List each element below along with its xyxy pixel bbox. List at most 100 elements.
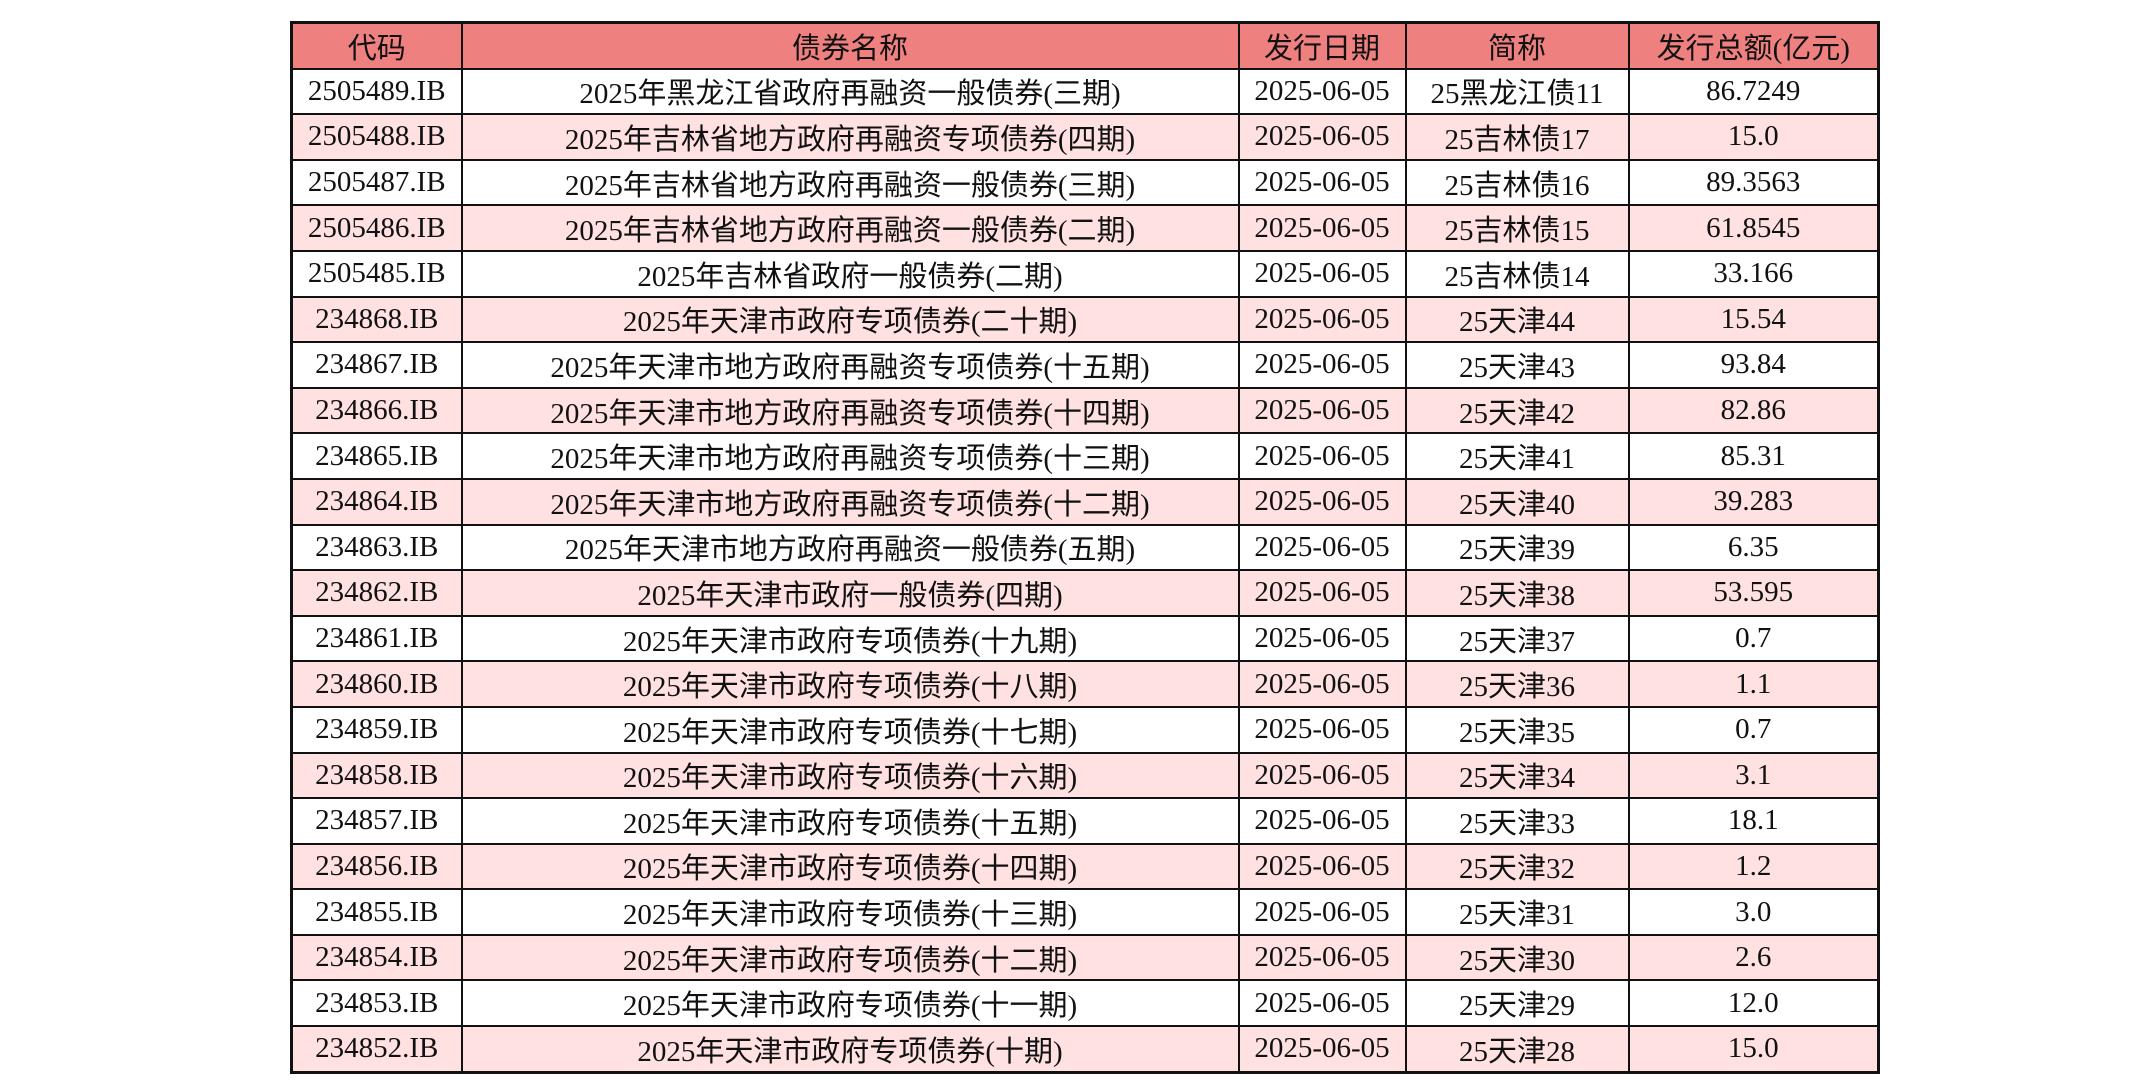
cell-issue-date: 2025-06-05 xyxy=(1237,523,1407,572)
table-row: 2505487.IB 2025年吉林省地方政府再融资一般债券(三期) 2025-06… xyxy=(290,158,1880,207)
header-row: 代码 债券名称 发行日期 简称 发行总额(亿元) xyxy=(290,21,1880,70)
cell-bond-name: 2025年天津市政府专项债券(十一期) xyxy=(460,979,1240,1028)
table-row: 234862.IB 2025年天津市政府一般债券(四期) 2025-06-05 25天… xyxy=(290,569,1880,617)
cell-issue-amount: 33.166 xyxy=(1627,249,1880,298)
cell-code: 234861.IB xyxy=(290,614,463,663)
cell-short-name: 25天津31 xyxy=(1404,888,1630,936)
cell-code: 234868.IB xyxy=(290,295,463,344)
cell-code: 234867.IB xyxy=(290,341,463,389)
cell-bond-name: 2025年吉林省地方政府再融资专项债券(四期) xyxy=(460,113,1240,161)
cell-short-name: 25天津28 xyxy=(1404,1025,1630,1074)
cell-issue-amount: 61.8545 xyxy=(1627,204,1880,252)
cell-code: 2505486.IB xyxy=(290,204,463,252)
cell-issue-date: 2025-06-05 xyxy=(1237,888,1407,936)
table-row: 234868.IB 2025年天津市政府专项债券(二十期) 2025-06-05 25… xyxy=(290,295,1880,344)
cell-issue-amount: 82.86 xyxy=(1627,386,1880,435)
cell-bond-name: 2025年天津市地方政府再融资专项债券(十二期) xyxy=(460,477,1240,526)
cell-issue-date: 2025-06-05 xyxy=(1237,158,1407,207)
cell-code: 234866.IB xyxy=(290,386,463,435)
cell-short-name: 25天津35 xyxy=(1404,705,1630,754)
table-row: 234857.IB 2025年天津市政府专项债券(十五期) 2025-06-05 25… xyxy=(290,797,1880,845)
table-row: 234859.IB 2025年天津市政府专项债券(十七期) 2025-06-05 25… xyxy=(290,705,1880,754)
cell-issue-date: 2025-06-05 xyxy=(1237,432,1407,480)
table-row: 234852.IB 2025年天津市政府专项债券(十期) 2025-06-05 25天… xyxy=(290,1025,1880,1074)
cell-bond-name: 2025年天津市政府专项债券(十期) xyxy=(460,1025,1240,1074)
cell-issue-amount: 53.595 xyxy=(1627,569,1880,617)
cell-issue-date: 2025-06-05 xyxy=(1237,751,1407,800)
cell-bond-name: 2025年天津市政府专项债券(十七期) xyxy=(460,705,1240,754)
cell-bond-name: 2025年天津市政府专项债券(十四期) xyxy=(460,842,1240,891)
cell-short-name: 25天津40 xyxy=(1404,477,1630,526)
cell-issue-date: 2025-06-05 xyxy=(1237,979,1407,1028)
cell-short-name: 25黑龙江债11 xyxy=(1404,67,1630,116)
cell-code: 234856.IB xyxy=(290,842,463,891)
cell-code: 234853.IB xyxy=(290,979,463,1028)
cell-code: 234858.IB xyxy=(290,751,463,800)
cell-issue-date: 2025-06-05 xyxy=(1237,660,1407,708)
cell-code: 2505485.IB xyxy=(290,249,463,298)
cell-issue-date: 2025-06-05 xyxy=(1237,933,1407,982)
cell-bond-name: 2025年吉林省地方政府再融资一般债券(二期) xyxy=(460,204,1240,252)
cell-bond-name: 2025年天津市政府专项债券(十五期) xyxy=(460,797,1240,845)
cell-issue-amount: 6.35 xyxy=(1627,523,1880,572)
cell-short-name: 25天津29 xyxy=(1404,979,1630,1028)
cell-short-name: 25吉林债17 xyxy=(1404,113,1630,161)
header-issue-date: 发行日期 xyxy=(1237,21,1407,70)
table-row: 234854.IB 2025年天津市政府专项债券(十二期) 2025-06-05 25… xyxy=(290,933,1880,982)
cell-issue-date: 2025-06-05 xyxy=(1237,386,1407,435)
table-row: 234860.IB 2025年天津市政府专项债券(十八期) 2025-06-05 25… xyxy=(290,660,1880,708)
cell-issue-amount: 15.54 xyxy=(1627,295,1880,344)
table-row: 234864.IB 2025年天津市地方政府再融资专项债券(十二期) 2025-06… xyxy=(290,477,1880,526)
cell-issue-amount: 89.3563 xyxy=(1627,158,1880,207)
cell-short-name: 25天津39 xyxy=(1404,523,1630,572)
cell-code: 2505487.IB xyxy=(290,158,463,207)
cell-code: 234857.IB xyxy=(290,797,463,845)
table-row: 234863.IB 2025年天津市地方政府再融资一般债券(五期) 2025-06-… xyxy=(290,523,1880,572)
table-row: 234853.IB 2025年天津市政府专项债券(十一期) 2025-06-05 25… xyxy=(290,979,1880,1028)
table-row: 234861.IB 2025年天津市政府专项债券(十九期) 2025-06-05 25… xyxy=(290,614,1880,663)
cell-bond-name: 2025年吉林省政府一般债券(二期) xyxy=(460,249,1240,298)
cell-issue-amount: 0.7 xyxy=(1627,705,1880,754)
table-row: 2505488.IB 2025年吉林省地方政府再融资专项债券(四期) 2025-06… xyxy=(290,113,1880,161)
cell-issue-amount: 2.6 xyxy=(1627,933,1880,982)
cell-bond-name: 2025年天津市政府一般债券(四期) xyxy=(460,569,1240,617)
header-code: 代码 xyxy=(290,21,463,70)
cell-short-name: 25天津44 xyxy=(1404,295,1630,344)
table-row: 2505486.IB 2025年吉林省地方政府再融资一般债券(二期) 2025-06… xyxy=(290,204,1880,252)
cell-code: 234865.IB xyxy=(290,432,463,480)
cell-issue-amount: 39.283 xyxy=(1627,477,1880,526)
cell-short-name: 25天津32 xyxy=(1404,842,1630,891)
header-bond-name: 债券名称 xyxy=(460,21,1240,70)
cell-code: 234863.IB xyxy=(290,523,463,572)
cell-issue-date: 2025-06-05 xyxy=(1237,477,1407,526)
cell-issue-date: 2025-06-05 xyxy=(1237,113,1407,161)
cell-issue-date: 2025-06-05 xyxy=(1237,67,1407,116)
cell-issue-date: 2025-06-05 xyxy=(1237,569,1407,617)
cell-bond-name: 2025年天津市地方政府再融资专项债券(十四期) xyxy=(460,386,1240,435)
cell-short-name: 25天津43 xyxy=(1404,341,1630,389)
cell-bond-name: 2025年天津市政府专项债券(十六期) xyxy=(460,751,1240,800)
cell-issue-amount: 0.7 xyxy=(1627,614,1880,663)
cell-issue-date: 2025-06-05 xyxy=(1237,249,1407,298)
cell-issue-amount: 1.2 xyxy=(1627,842,1880,891)
cell-code: 234862.IB xyxy=(290,569,463,617)
table-row: 234867.IB 2025年天津市地方政府再融资专项债券(十五期) 2025-06… xyxy=(290,341,1880,389)
cell-code: 2505488.IB xyxy=(290,113,463,161)
cell-issue-date: 2025-06-05 xyxy=(1237,204,1407,252)
cell-issue-amount: 15.0 xyxy=(1627,1025,1880,1074)
cell-code: 234864.IB xyxy=(290,477,463,526)
bond-issuance-table: 代码 债券名称 发行日期 简称 发行总额(亿元) 2505489.IB 2025年… xyxy=(290,21,1880,1074)
table-row: 234858.IB 2025年天津市政府专项债券(十六期) 2025-06-05 25… xyxy=(290,751,1880,800)
header-short-name: 简称 xyxy=(1404,21,1630,70)
cell-code: 234854.IB xyxy=(290,933,463,982)
cell-issue-date: 2025-06-05 xyxy=(1237,295,1407,344)
cell-short-name: 25天津36 xyxy=(1404,660,1630,708)
cell-short-name: 25吉林债16 xyxy=(1404,158,1630,207)
cell-issue-amount: 85.31 xyxy=(1627,432,1880,480)
cell-short-name: 25天津30 xyxy=(1404,933,1630,982)
cell-code: 234860.IB xyxy=(290,660,463,708)
table-row: 234866.IB 2025年天津市地方政府再融资专项债券(十四期) 2025-06… xyxy=(290,386,1880,435)
cell-short-name: 25吉林债15 xyxy=(1404,204,1630,252)
cell-issue-amount: 1.1 xyxy=(1627,660,1880,708)
header-issue-amount: 发行总额(亿元) xyxy=(1627,21,1880,70)
